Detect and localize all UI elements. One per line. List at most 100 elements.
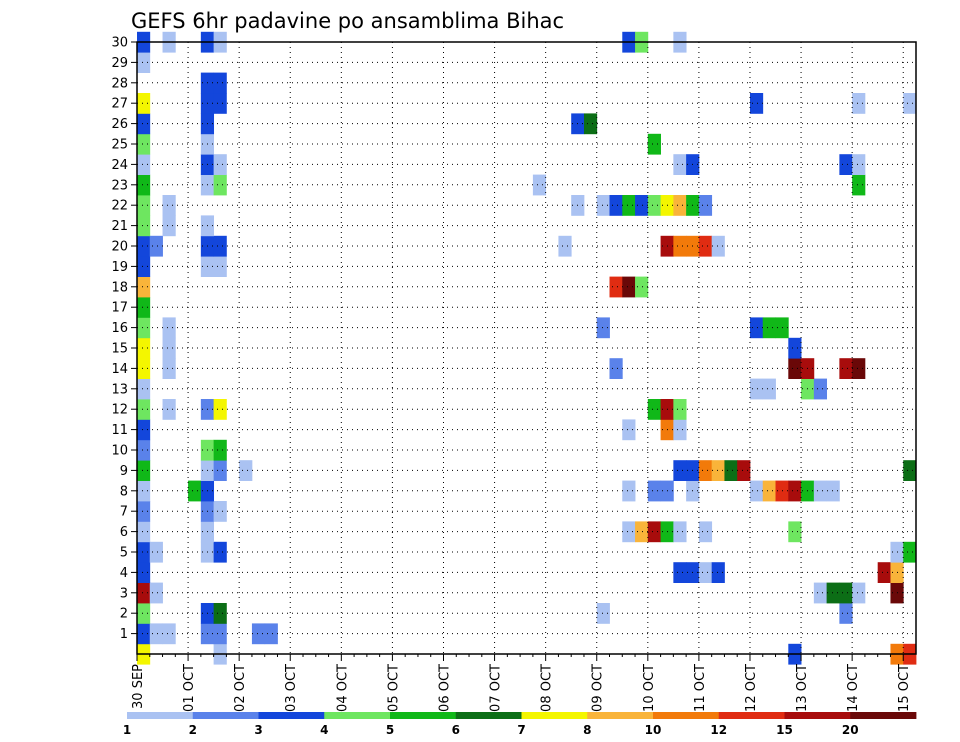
heatmap-cell-member-22-step-0 bbox=[137, 195, 151, 216]
heatmap-cell-member-4-step-44 bbox=[698, 562, 713, 583]
heatmap-cell-member-15-step-0 bbox=[137, 337, 151, 359]
x-tick-label-8: 08 OCT bbox=[540, 664, 555, 712]
heatmap-cell-member-7-step-6 bbox=[213, 501, 227, 522]
heatmap-cell-member-24-step-6 bbox=[213, 154, 227, 175]
heatmap-cell-member-22-step-40 bbox=[647, 195, 661, 216]
x-axis: 30 SEP 01 OCT 02 OCT 03 OCT 04 OCT 05 OCT 06 O… bbox=[131, 654, 912, 712]
y-tick-label-27: 27 bbox=[111, 97, 128, 112]
heatmap-cell-member-20-step-6 bbox=[213, 235, 227, 257]
heatmap-cell-member-6-step-0 bbox=[137, 521, 151, 543]
heatmap-cell-member-5-step-6 bbox=[213, 541, 227, 563]
colorbar-label-10: 10 bbox=[645, 723, 662, 737]
colorbar-label-15: 15 bbox=[776, 723, 793, 737]
heatmap-cell-member-3-step-1 bbox=[149, 582, 163, 604]
heatmap-cell-member-23-step-6 bbox=[213, 174, 227, 196]
heatmap-cell-member-22-step-36 bbox=[596, 195, 610, 216]
heatmap-cell-member-23-step-0 bbox=[137, 174, 151, 196]
y-tick-label-16: 16 bbox=[111, 321, 128, 336]
heatmap-cell-member-8-step-54 bbox=[826, 480, 840, 502]
heatmap-cell-member-25-step-40 bbox=[647, 133, 661, 155]
heatmap-cell-member-2-step-6 bbox=[213, 603, 227, 624]
heatmap-cell-member-26-step-35 bbox=[583, 113, 598, 135]
colorbar-swatch-3 bbox=[324, 712, 391, 719]
x-tick-label-12: 12 OCT bbox=[744, 664, 759, 712]
y-tick-label-14: 14 bbox=[111, 362, 128, 377]
heatmap-cell-member-20-step-1 bbox=[149, 235, 163, 257]
y-tick-label-1: 1 bbox=[120, 627, 128, 642]
heatmap-cell-member-25-step-0 bbox=[137, 133, 151, 155]
heatmap-cell-member-22-step-42 bbox=[673, 195, 687, 216]
y-tick-label-15: 15 bbox=[111, 342, 128, 357]
x-tick-label-13: 13 OCT bbox=[795, 664, 810, 712]
heatmap-cell-member-3-step-0 bbox=[137, 582, 151, 604]
heatmap-cell-member-21-step-0 bbox=[137, 215, 151, 237]
heatmap-cell-member-12-step-40 bbox=[647, 399, 661, 420]
heatmap-cell-member-22-step-38 bbox=[622, 195, 636, 216]
heatmap-cell-member-15-step-51 bbox=[788, 337, 802, 359]
y-tick-label-10: 10 bbox=[111, 444, 128, 459]
heatmap-cell-member-12-step-0 bbox=[137, 399, 151, 420]
heatmap-cell-member-11-step-42 bbox=[673, 419, 687, 441]
x-tick-label-14: 14 OCT bbox=[846, 664, 861, 712]
heatmap-cell-member-3-step-55 bbox=[839, 582, 853, 604]
colorbar-label-7: 7 bbox=[517, 723, 525, 737]
heatmap-cell-member-2-step-55 bbox=[839, 603, 853, 624]
heatmap-cell-member-27-step-48 bbox=[749, 93, 764, 114]
heatmap-cell-member-27-step-0 bbox=[137, 93, 151, 114]
heatmap-cell-member-18-step-39 bbox=[635, 276, 649, 298]
heatmap-cell-member-6-step-38 bbox=[622, 521, 636, 543]
x-tick-label-3: 03 OCT bbox=[284, 664, 299, 712]
heatmap-cell-member-10-step-0 bbox=[137, 439, 151, 461]
colorbar-label-4: 4 bbox=[320, 723, 328, 737]
heatmap-cell-member-14-step-51 bbox=[788, 358, 802, 379]
x-tick-label-7: 07 OCT bbox=[489, 664, 504, 712]
x-tick-label-0: 30 SEP bbox=[131, 664, 146, 709]
heatmap-cell-member-16-step-48 bbox=[749, 317, 764, 339]
heatmap-cell-member-9-step-60 bbox=[903, 460, 917, 481]
heatmap-cell-member-12-step-6 bbox=[213, 399, 227, 420]
y-tick-label-6: 6 bbox=[120, 525, 128, 540]
heatmap-cell-member-29-step-0 bbox=[137, 52, 151, 73]
heatmap-cell-member-27-step-56 bbox=[852, 93, 866, 114]
y-tick-label-24: 24 bbox=[111, 158, 128, 173]
heatmap-cell-member-2-step-36 bbox=[596, 603, 610, 624]
x-tick-label-5: 05 OCT bbox=[386, 664, 401, 712]
colorbar-swatch-7 bbox=[587, 712, 654, 719]
y-tick-label-25: 25 bbox=[111, 138, 128, 153]
heatmap-cell-member-16-step-36 bbox=[596, 317, 610, 339]
heatmap-cell-member-22-step-39 bbox=[635, 195, 649, 216]
heatmap-cell-member-4-step-45 bbox=[711, 562, 725, 583]
colorbar-swatch-0 bbox=[127, 712, 194, 719]
heatmap-cell-member-23-step-56 bbox=[852, 174, 866, 196]
heatmap-cell-member-22-step-2 bbox=[162, 195, 176, 216]
heatmap-cell-member-13-step-49 bbox=[762, 378, 776, 400]
colorbar-swatch-11 bbox=[850, 712, 917, 719]
colorbar-label-8: 8 bbox=[583, 723, 591, 737]
chart-title: GEFS 6hr padavine po ansamblima Bihac bbox=[131, 9, 564, 33]
colorbar-swatch-5 bbox=[455, 712, 522, 719]
heatmap-cell-member-4-step-0 bbox=[137, 562, 151, 583]
heatmap-cell-member-13-step-48 bbox=[749, 378, 764, 400]
x-tick-label-9: 09 OCT bbox=[591, 664, 606, 712]
heatmap-cell-member-16-step-0 bbox=[137, 317, 151, 339]
gridlines bbox=[136, 41, 916, 654]
colorbar-swatch-4 bbox=[390, 712, 457, 719]
heatmap-cell-member-1-step-0 bbox=[137, 623, 151, 645]
colorbar-label-6: 6 bbox=[452, 723, 460, 737]
heatmap-cell-member-5-step-60 bbox=[903, 541, 917, 563]
heatmap-cell-member-9-step-42 bbox=[673, 460, 687, 481]
heatmap-cell-member-14-step-55 bbox=[839, 358, 853, 379]
heatmap-cell-member-18-step-0 bbox=[137, 276, 151, 298]
heatmap-cell-member-9-step-47 bbox=[737, 460, 751, 481]
heatmap-cell-member-6-step-51 bbox=[788, 521, 802, 543]
heatmap-cell-member-6-step-44 bbox=[698, 521, 713, 543]
heatmap-cell-member-28-step-6 bbox=[213, 72, 227, 94]
x-tick-label-15: 15 OCT bbox=[897, 664, 912, 712]
heatmap-cell-member-10-step-6 bbox=[213, 439, 227, 461]
heatmap-cell-member-1-step-10 bbox=[264, 623, 278, 645]
y-axis: 1234567891011121314151617181920212223242… bbox=[111, 36, 137, 642]
heatmap-cell-member-8-step-38 bbox=[622, 480, 636, 502]
heatmap-cell-member-11-step-0 bbox=[137, 419, 151, 441]
heatmap-cell-member-5-step-1 bbox=[149, 541, 163, 563]
heatmap-cell-member-20-step-33 bbox=[558, 235, 572, 257]
